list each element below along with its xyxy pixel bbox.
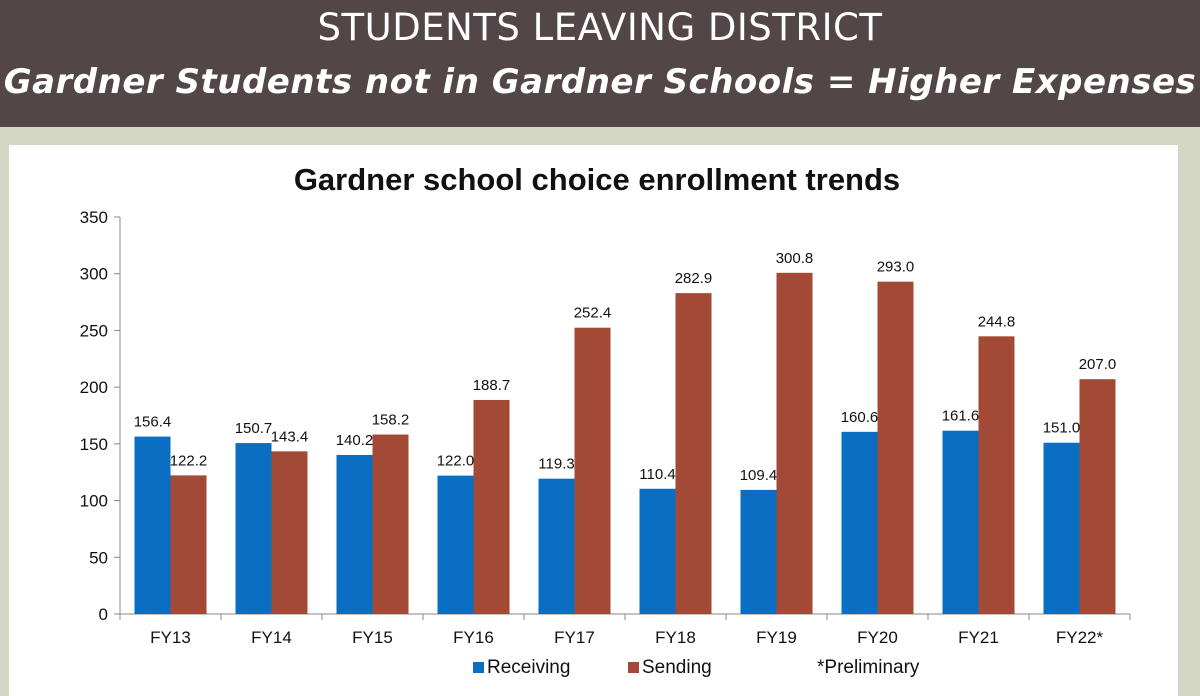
x-tick-label: FY13 <box>150 628 191 647</box>
bar-sending <box>271 451 308 614</box>
x-tick-label: FY19 <box>756 628 797 647</box>
bar-receiving <box>740 489 777 614</box>
x-tick-label: FY22* <box>1056 628 1104 647</box>
bar-receiving <box>639 488 676 614</box>
bar-sending <box>978 336 1015 614</box>
bar-receiving <box>942 430 979 614</box>
bar-sending <box>776 272 813 614</box>
y-tick-label: 150 <box>80 435 108 454</box>
bar-receiving <box>538 478 575 614</box>
legend-label-sending: Sending <box>642 657 712 678</box>
y-tick-label: 350 <box>80 208 108 227</box>
x-tick-label: FY15 <box>352 628 393 647</box>
bar-receiving <box>134 436 171 614</box>
y-tick-label: 100 <box>80 492 108 511</box>
data-label: 151.0 <box>1043 420 1081 437</box>
data-label: 252.4 <box>574 305 612 322</box>
bar-receiving <box>841 431 878 614</box>
x-tick-label: FY17 <box>554 628 595 647</box>
y-tick-label: 50 <box>89 548 108 567</box>
y-tick-label: 300 <box>80 265 108 284</box>
data-label: 140.2 <box>336 432 374 449</box>
bar-sending <box>675 293 712 614</box>
bar-sending <box>170 475 207 614</box>
data-label: 150.7 <box>235 420 273 437</box>
bar-sending <box>877 281 914 614</box>
title-banner: STUDENTS LEAVING DISTRICT Gardner Studen… <box>0 0 1200 127</box>
data-label: 156.4 <box>134 414 172 431</box>
data-label: 207.0 <box>1079 356 1117 373</box>
bar-receiving <box>1043 442 1080 614</box>
preliminary-note: *Preliminary <box>817 657 920 678</box>
data-label: 244.8 <box>978 313 1016 330</box>
y-tick-label: 200 <box>80 378 108 397</box>
data-label: 119.3 <box>538 456 574 473</box>
x-tick-label: FY18 <box>655 628 696 647</box>
bar-sending <box>1079 379 1116 614</box>
legend-swatch-receiving <box>473 662 484 673</box>
y-tick-label: 250 <box>80 321 108 340</box>
bar-sending <box>473 399 510 614</box>
legend-label-receiving: Receiving <box>487 657 570 678</box>
data-label: 158.2 <box>372 412 410 429</box>
data-label: 161.6 <box>942 408 980 425</box>
banner-subtitle: Gardner Students not in Gardner Schools … <box>3 62 1197 102</box>
data-label: 300.8 <box>776 250 814 267</box>
x-tick-label: FY14 <box>251 628 292 647</box>
legend-swatch-sending <box>628 662 639 673</box>
bar-receiving <box>437 475 474 614</box>
data-label: 110.4 <box>639 466 675 483</box>
bar-receiving <box>336 454 373 614</box>
bar-sending <box>574 327 611 614</box>
banner-title: STUDENTS LEAVING DISTRICT <box>317 6 883 49</box>
x-tick-label: FY21 <box>958 628 999 647</box>
chart-title: Gardner school choice enrollment trends <box>293 162 901 197</box>
data-label: 143.4 <box>271 428 309 445</box>
data-label: 282.9 <box>675 270 713 287</box>
data-label: 122.2 <box>170 452 208 469</box>
x-tick-label: FY16 <box>453 628 494 647</box>
data-label: 122.0 <box>437 453 475 470</box>
x-tick-label: FY20 <box>857 628 898 647</box>
y-tick-label: 0 <box>99 605 108 624</box>
data-label: 188.7 <box>473 377 511 394</box>
data-label: 293.0 <box>877 259 915 276</box>
bar-receiving <box>235 443 272 614</box>
data-label: 109.4 <box>740 467 778 484</box>
data-label: 160.6 <box>841 409 879 426</box>
bar-sending <box>372 434 409 614</box>
